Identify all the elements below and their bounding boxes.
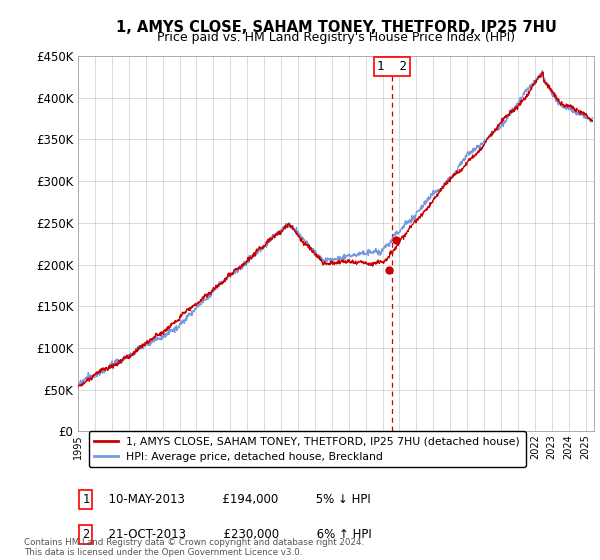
Legend: 1, AMYS CLOSE, SAHAM TONEY, THETFORD, IP25 7HU (detached house), HPI: Average pr: 1, AMYS CLOSE, SAHAM TONEY, THETFORD, IP… [89,431,526,467]
Text: Price paid vs. HM Land Registry's House Price Index (HPI): Price paid vs. HM Land Registry's House … [157,31,515,44]
Text: 1  2: 1 2 [377,60,407,73]
Text: 10-MAY-2013          £194,000          5% ↓ HPI: 10-MAY-2013 £194,000 5% ↓ HPI [101,493,371,506]
Text: 1, AMYS CLOSE, SAHAM TONEY, THETFORD, IP25 7HU: 1, AMYS CLOSE, SAHAM TONEY, THETFORD, IP… [116,20,556,35]
Text: 21-OCT-2013          £230,000          6% ↑ HPI: 21-OCT-2013 £230,000 6% ↑ HPI [101,528,372,541]
Text: Contains HM Land Registry data © Crown copyright and database right 2024.
This d: Contains HM Land Registry data © Crown c… [24,538,364,557]
Text: 2: 2 [82,528,89,541]
Text: 1: 1 [82,493,89,506]
